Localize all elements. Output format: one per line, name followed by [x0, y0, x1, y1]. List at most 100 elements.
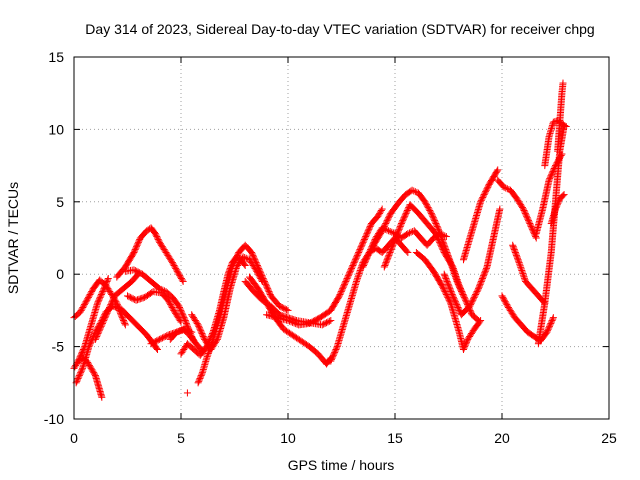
data-point	[197, 328, 205, 336]
data-point	[203, 343, 211, 351]
x-tick-label: 15	[387, 430, 403, 446]
data-point	[148, 339, 156, 347]
series-arc-32	[547, 191, 568, 228]
data-point	[102, 280, 110, 288]
series-arc-13	[166, 325, 206, 355]
data-point	[177, 275, 185, 283]
data-point	[342, 276, 350, 284]
data-point	[86, 363, 94, 371]
data-point	[258, 276, 266, 284]
data-point	[275, 302, 283, 310]
y-axis-label: SDTVAR / TECUs	[5, 182, 21, 294]
data-point	[176, 317, 184, 325]
data-point	[75, 356, 83, 364]
y-tick-label: 0	[56, 266, 64, 282]
data-point	[198, 330, 206, 338]
data-point	[179, 312, 187, 320]
data-point	[72, 361, 80, 369]
data-point	[203, 341, 211, 349]
data-point	[172, 264, 180, 272]
data-point	[99, 286, 107, 294]
data-point	[153, 337, 161, 345]
data-point	[75, 373, 83, 381]
data-point	[133, 267, 141, 275]
data-point	[176, 304, 184, 312]
data-point	[96, 325, 104, 333]
data-point	[254, 270, 262, 278]
data-point	[104, 306, 112, 314]
data-point	[120, 318, 128, 326]
data-point	[151, 230, 159, 238]
data-point	[339, 283, 347, 291]
data-point	[77, 306, 85, 314]
data-point	[76, 353, 84, 361]
data-point	[98, 289, 106, 297]
data-point	[193, 319, 201, 327]
data-point	[90, 369, 98, 377]
data-point	[171, 263, 179, 271]
data-point	[77, 367, 85, 375]
data-point	[206, 335, 214, 343]
data-point	[118, 312, 126, 320]
data-point	[262, 282, 270, 290]
data-point	[133, 241, 141, 249]
data-point	[169, 260, 177, 268]
series-arc-20	[370, 186, 467, 300]
data-point	[196, 325, 204, 333]
data-point	[354, 274, 362, 282]
data-point	[98, 393, 106, 401]
data-point	[320, 320, 328, 328]
y-tick-label: 5	[56, 194, 64, 210]
data-point	[518, 266, 526, 274]
data-point	[241, 254, 249, 262]
data-point	[344, 273, 352, 281]
data-point	[103, 277, 111, 285]
data-point	[195, 377, 203, 385]
data-point	[253, 267, 261, 275]
x-tick-label: 25	[601, 430, 617, 446]
data-point	[283, 306, 291, 314]
data-point	[150, 338, 158, 346]
data-point	[160, 333, 168, 341]
data-point	[290, 319, 298, 327]
data-point	[153, 344, 161, 352]
x-tick-label: 10	[280, 430, 296, 446]
data-point	[249, 251, 257, 259]
chart-title: Day 314 of 2023, Sidereal Day-to-day VTE…	[85, 21, 594, 37]
data-point	[76, 370, 84, 378]
data-point	[277, 303, 285, 311]
data-point	[75, 372, 83, 380]
data-point	[118, 314, 126, 322]
data-point	[226, 264, 234, 272]
data-point	[79, 304, 87, 312]
series-arc-12	[177, 253, 249, 359]
data-point	[264, 286, 272, 294]
data-point	[207, 334, 215, 342]
data-point	[157, 335, 165, 343]
data-point	[107, 301, 115, 309]
data-point	[262, 280, 270, 288]
data-point	[136, 269, 144, 277]
data-point	[79, 347, 87, 355]
data-point	[80, 344, 88, 352]
data-point	[167, 301, 175, 309]
data-point	[88, 288, 96, 296]
data-point	[517, 263, 525, 271]
data-point	[80, 301, 88, 309]
data-point	[83, 296, 91, 304]
data-point	[335, 292, 343, 300]
data-point	[204, 349, 212, 357]
data-point	[84, 293, 92, 301]
y-tick-label: 15	[48, 49, 64, 65]
series-arc-15	[241, 277, 335, 329]
data-point	[95, 295, 103, 303]
data-point	[130, 248, 138, 256]
data-point	[179, 311, 187, 319]
data-point	[337, 288, 345, 296]
data-point	[170, 262, 178, 270]
data-point	[79, 345, 87, 353]
data-point	[132, 243, 140, 251]
data-point	[153, 234, 161, 242]
data-point	[167, 302, 175, 310]
x-tick-label: 5	[177, 430, 185, 446]
